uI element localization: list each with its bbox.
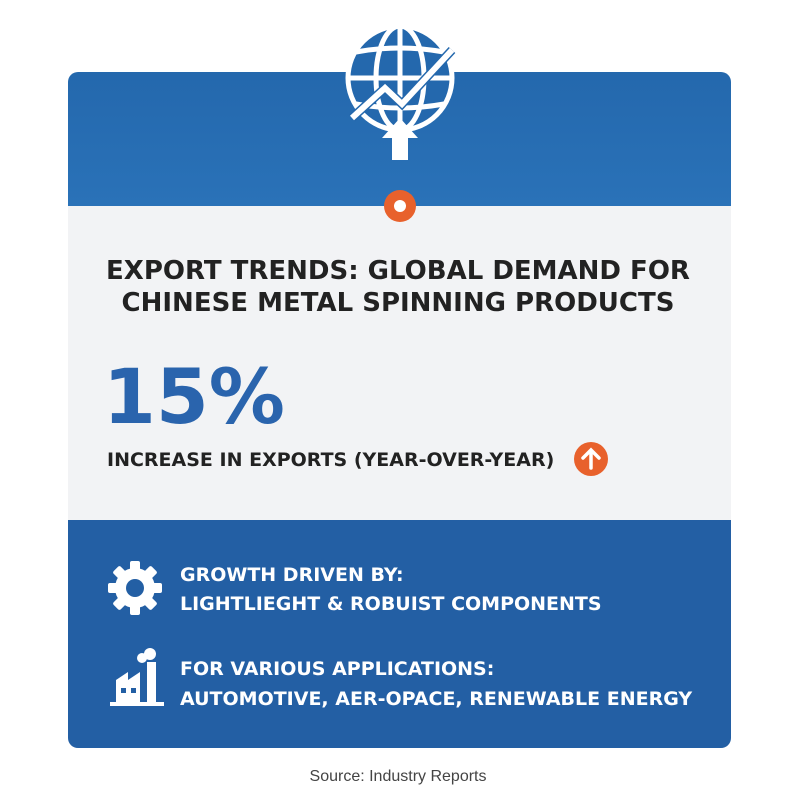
marker-dot-center [394,200,406,212]
title-line: CHINESE METAL SPINNING PRODUCTS [122,288,675,318]
item-text: AUTOMOTIVE, AER-OPACE, RENEWABLE ENERGY [180,688,692,710]
source: Source: Industry Reports [310,768,487,785]
bottom-band [68,520,731,748]
item-text: LIGHTLIEGHT & ROBUIST COMPONENTS [180,593,602,615]
factory-icon [110,648,164,706]
gear-icon [108,561,162,615]
globe-icon [345,23,466,160]
item-heading: GROWTH DRIVEN BY: [180,564,404,586]
title-line: EXPORT TRENDS: GLOBAL DEMAND FOR [106,256,690,286]
card [68,72,731,748]
middle-panel [68,206,731,520]
item-heading: FOR VARIOUS APPLICATIONS: [180,658,494,680]
stat-label: INCREASE IN EXPORTS (YEAR-OVER-YEAR) [107,449,554,471]
up-arrow-badge [574,442,608,476]
stat-value: 15% [103,352,285,441]
